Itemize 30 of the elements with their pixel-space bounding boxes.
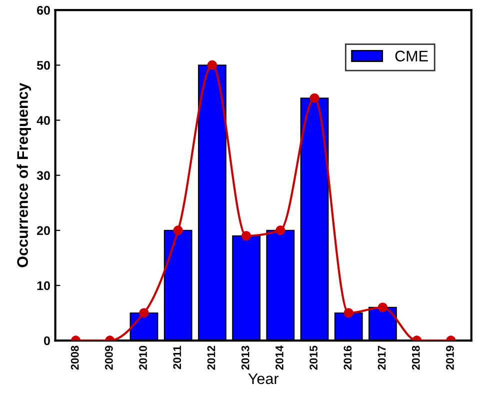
x-tick-label: 2017 <box>378 346 386 370</box>
x-tick-label: 2011 <box>173 346 182 370</box>
point <box>378 302 388 312</box>
x-tick-label: 2018 <box>412 346 420 370</box>
y-tick-label: 60 <box>37 6 50 15</box>
y-axis-title: Occurrence of Frequency <box>16 82 31 268</box>
y-tick-label: 50 <box>36 60 50 70</box>
point <box>207 60 218 70</box>
x-tick-label: 2012 <box>207 346 216 370</box>
point <box>344 308 354 318</box>
x-tick-label: 2008 <box>70 346 79 370</box>
point <box>276 226 286 236</box>
x-axis-title: Year <box>248 373 279 384</box>
x-tick-label: 2019 <box>446 346 454 370</box>
y-tick-label: 30 <box>36 171 50 180</box>
legend-label: CME <box>395 50 428 62</box>
x-tick-label: 2013 <box>241 346 250 370</box>
point <box>173 226 183 236</box>
x-tick-label: 2015 <box>310 346 318 370</box>
point <box>241 231 252 241</box>
y-tick-label: 40 <box>36 116 50 125</box>
x-tick-label: 2016 <box>344 346 352 370</box>
y-tick-label: 10 <box>37 281 50 290</box>
point <box>310 93 320 104</box>
x-tick-label: 2014 <box>276 345 284 370</box>
y-tick-label: 20 <box>36 226 50 236</box>
x-tick-label: 2010 <box>139 346 147 370</box>
x-tick-label: 2009 <box>104 346 113 370</box>
y-tick-label: 0 <box>44 336 50 346</box>
point <box>139 308 149 318</box>
